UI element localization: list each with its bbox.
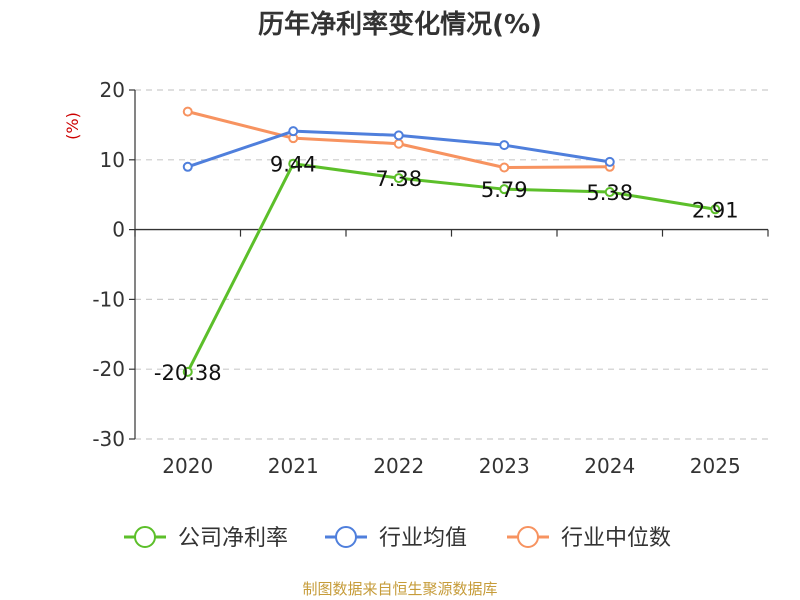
data-point — [393, 173, 404, 184]
data-point — [182, 106, 193, 117]
x-tick-label: 2025 — [690, 454, 741, 478]
data-point — [604, 156, 615, 167]
y-tick-label: -30 — [92, 427, 125, 451]
data-label: 5.38 — [586, 181, 633, 205]
data-point — [288, 126, 299, 137]
series-lines — [182, 106, 721, 377]
legend-item[interactable]: 公司净利率 — [124, 526, 288, 551]
y-tick-label: -20 — [92, 357, 125, 381]
data-labels: -20.38 9.44 7.38 5.79 5.38 2.91 — [154, 153, 739, 385]
legend-marker — [517, 526, 539, 548]
legend-label: 行业均值 — [379, 526, 467, 551]
data-point — [710, 204, 721, 215]
x-tick-label: 2021 — [268, 454, 319, 478]
y-tick-label: 10 — [100, 148, 125, 172]
grid-lines — [135, 89, 768, 440]
legend-label: 公司净利率 — [178, 526, 288, 551]
data-label: 2.91 — [692, 198, 739, 222]
data-label: 7.38 — [375, 167, 422, 191]
data-point — [182, 366, 193, 377]
data-label: 5.79 — [481, 178, 528, 202]
series-line — [186, 162, 716, 373]
data-label: 9.44 — [270, 153, 317, 177]
data-point — [499, 162, 510, 173]
data-point — [604, 187, 615, 198]
x-tick-label: 2022 — [373, 454, 424, 478]
data-point — [393, 130, 404, 141]
data-label: -20.38 — [154, 361, 222, 385]
axes: 20 10 0 -10 -20 -30 2020 2021 2022 2023 2024 2025 — [92, 78, 769, 478]
legend: 公司净利率 行业均值 行业中位数 — [124, 526, 671, 551]
data-point — [288, 158, 299, 169]
y-tick-label: 20 — [100, 78, 125, 102]
x-tick-label: 2020 — [162, 454, 213, 478]
legend-item[interactable]: 行业中位数 — [507, 526, 671, 551]
data-point — [499, 184, 510, 195]
y-tick-label: 0 — [112, 218, 125, 242]
y-axis-title: (%) — [63, 112, 82, 140]
y-tick-label: -10 — [92, 287, 125, 311]
legend-item[interactable]: 行业均值 — [325, 526, 467, 551]
x-tick-label: 2024 — [584, 454, 635, 478]
data-point — [393, 138, 404, 149]
legend-label: 行业中位数 — [561, 526, 671, 551]
x-tick-label: 2023 — [479, 454, 530, 478]
source-note: 制图数据来自恒生聚源数据库 — [302, 580, 498, 598]
chart-title: 历年净利率变化情况(%) — [258, 10, 542, 40]
data-point — [499, 140, 510, 151]
legend-marker — [134, 526, 156, 548]
legend-marker — [335, 526, 357, 548]
data-point — [182, 161, 193, 172]
